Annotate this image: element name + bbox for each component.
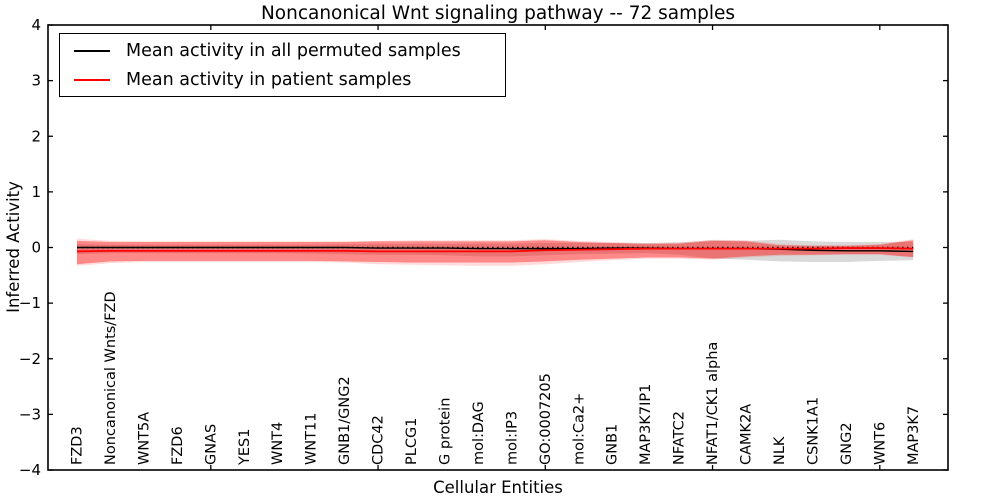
y-tick-label: −3 [19, 405, 41, 423]
y-tick-label: 0 [31, 239, 41, 257]
legend-entry-permuted: Mean activity in all permuted samples [74, 41, 505, 61]
y-tick-label: −1 [19, 294, 41, 312]
y-tick-label: 1 [31, 183, 41, 201]
entity-label: mol:IP3 [504, 411, 520, 465]
legend: Mean activity in all permuted samples Me… [59, 33, 506, 97]
entity-label: CSNK1A1 [805, 397, 821, 465]
entity-label: NFAT1/CK1 alpha [705, 342, 721, 465]
y-tick-label: −2 [19, 350, 41, 368]
legend-label-permuted: Mean activity in all permuted samples [126, 40, 461, 61]
chart-title: Noncanonical Wnt signaling pathway -- 72… [260, 3, 736, 24]
y-tick-label: 3 [31, 72, 41, 90]
entity-label: GNG2 [839, 422, 855, 465]
patient-mean-line [76, 247, 914, 253]
entity-label: NFATC2 [672, 411, 688, 465]
entity-label: Noncanonical Wnts/FZD [103, 291, 119, 465]
entity-label: MAP3K7 [906, 406, 922, 465]
entity-label: mol:DAG [471, 401, 487, 465]
entity-label: GNAS [203, 424, 219, 465]
entity-label: CAMK2A [739, 404, 755, 465]
legend-label-patient: Mean activity in patient samples [126, 69, 412, 90]
entity-label: WNT6 [872, 422, 888, 465]
entity-label: PLCG1 [404, 418, 420, 465]
legend-line-permuted [74, 49, 110, 52]
entity-label: WNT5A [136, 412, 152, 465]
entity-label: YES1 [237, 429, 253, 466]
entity-label: MAP3K7IP1 [638, 384, 654, 465]
entity-label: mol:Ca2+ [571, 393, 587, 465]
entity-label: CDC42 [371, 415, 387, 465]
y-tick-label: 4 [31, 16, 41, 34]
x-axis-label: Cellular Entities [433, 478, 563, 497]
y-tick-label: −4 [19, 461, 41, 479]
entity-label: G protein [437, 398, 453, 465]
legend-line-patient [74, 78, 110, 81]
entity-label: NLK [772, 436, 788, 465]
entity-label: GNB1/GNG2 [337, 376, 353, 465]
y-tick-label: 2 [31, 127, 41, 145]
entity-label: GNB1 [605, 424, 621, 465]
entity-label: WNT4 [270, 422, 286, 465]
entity-label: FZD6 [170, 426, 186, 465]
entity-label: GO:0007205 [538, 373, 554, 465]
legend-entry-patient: Mean activity in patient samples [74, 70, 505, 90]
entity-label: WNT11 [304, 413, 320, 466]
entity-label: FZD3 [70, 426, 86, 465]
